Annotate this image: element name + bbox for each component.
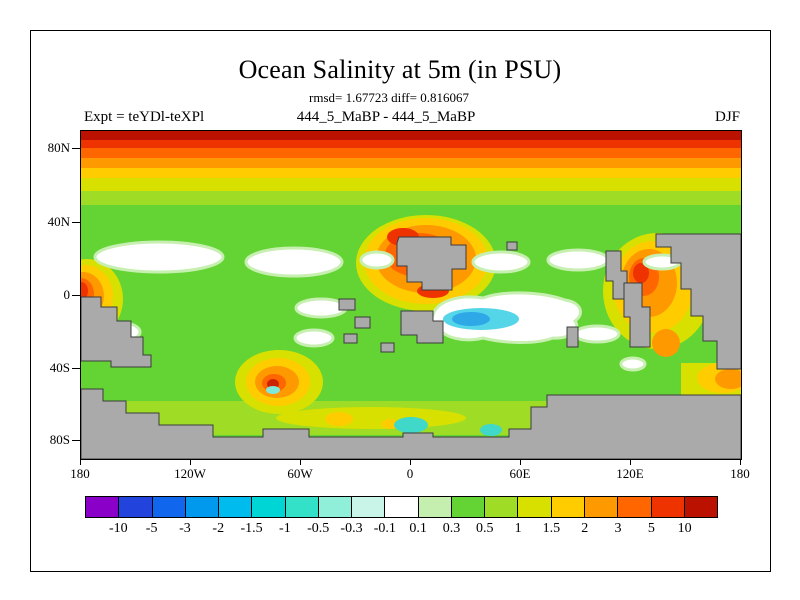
colorbar-cell — [517, 496, 552, 518]
y-tick-mark — [72, 440, 80, 441]
colorbar-tick-label: -1.5 — [240, 521, 263, 536]
map-plot — [80, 130, 742, 460]
land-central-block — [400, 310, 444, 344]
land-island-b — [623, 282, 651, 348]
colorbar-cell — [384, 496, 419, 518]
colorbar-tick-label: -5 — [145, 521, 158, 536]
colorbar-cell — [351, 496, 386, 518]
colorbar-cell — [317, 496, 353, 518]
x-tick-mark — [190, 459, 191, 465]
land-islet — [354, 316, 371, 329]
land-islet — [566, 326, 579, 348]
x-tick-mark — [410, 459, 411, 465]
x-tick-label: 180 — [730, 466, 750, 481]
colorbar-cell — [151, 496, 186, 518]
land-east-asia — [655, 233, 741, 370]
x-tick-label: 180 — [70, 466, 90, 481]
x-tick-label: 0 — [406, 466, 414, 481]
y-tick-label: 0 — [63, 287, 71, 302]
land-islet — [338, 298, 356, 311]
colorbar-cell — [550, 496, 585, 518]
colorbar-cell — [450, 496, 486, 518]
colorbar-tick-label: 1 — [514, 521, 522, 536]
x-tick-label: 60W — [287, 466, 313, 481]
colorbar — [85, 496, 719, 518]
season-label: DJF — [714, 109, 740, 125]
colorbar-cell — [85, 496, 120, 518]
land-islet — [380, 342, 395, 353]
x-tick-mark — [80, 459, 81, 465]
colorbar-tick-label: 0.3 — [442, 521, 461, 536]
x-tick-mark — [520, 459, 521, 465]
x-tick-mark — [300, 459, 301, 465]
stats-line: rmsd= 1.67723 diff= 0.816067 — [309, 90, 469, 105]
colorbar-cell — [417, 496, 452, 518]
x-tick-label: 120W — [174, 466, 206, 481]
colorbar-tick-label: 1.5 — [542, 521, 561, 536]
y-tick-mark — [72, 222, 80, 223]
colorbar-tick-label: 10 — [677, 521, 692, 536]
y-tick-mark — [72, 295, 80, 296]
colorbar-tick-label: -0.1 — [373, 521, 396, 536]
colorbar-labels: -10 -5 -3 -2 -1.5 -1 -0.5 -0.3 -0.1 0.1 0.3 0.5 1 1.5… — [85, 521, 718, 539]
colorbar-cell — [284, 496, 319, 518]
land-north-africa — [396, 236, 467, 291]
negative-anomaly-patches — [266, 308, 519, 436]
colorbar-cell — [218, 496, 253, 518]
x-tick-mark — [740, 459, 741, 465]
colorbar-tick-label: -10 — [108, 521, 128, 536]
land-islet — [343, 333, 358, 344]
colorbar-tick-label: -3 — [179, 521, 191, 536]
x-tick-label: 60E — [509, 466, 531, 481]
colorbar-tick-label: -2 — [212, 521, 225, 536]
colorbar-cell — [583, 496, 619, 518]
colorbar-tick-label: 5 — [647, 521, 655, 536]
colorbar-tick-label: 0.1 — [409, 521, 427, 536]
colorbar-cell — [683, 496, 719, 518]
plot-title: Ocean Salinity at 5m (in PSU) — [238, 55, 562, 84]
colorbar-cell — [251, 496, 286, 518]
y-tick-label: 40S — [49, 360, 70, 375]
experiment-label: Expt = teYDl-teXPl — [84, 109, 205, 125]
land-antarctica — [81, 388, 741, 459]
y-tick-label: 40N — [47, 214, 70, 229]
colorbar-cell — [650, 496, 685, 518]
colorbar-tick-label: -1 — [279, 521, 291, 536]
land-west-edge — [81, 296, 152, 368]
y-tick-mark — [72, 368, 80, 369]
land-small-sea — [506, 241, 518, 251]
colorbar-tick-label: -0.3 — [340, 521, 363, 536]
comparison-label: 444_5_MaBP - 444_5_MaBP — [296, 109, 476, 125]
y-tick-mark — [72, 148, 80, 149]
colorbar-cell — [184, 496, 220, 518]
colorbar-cell — [118, 496, 153, 518]
y-tick-label: 80N — [47, 140, 70, 155]
land-masses — [81, 233, 741, 459]
colorbar-tick-label: 0.5 — [476, 521, 494, 536]
x-tick-label: 120E — [616, 466, 644, 481]
x-tick-mark — [630, 459, 631, 465]
colorbar-tick-label: 2 — [581, 521, 589, 536]
colorbar-tick-label: 3 — [614, 521, 622, 536]
y-tick-label: 80S — [49, 432, 70, 447]
salinity-difference-map — [81, 131, 741, 459]
colorbar-cell — [617, 496, 652, 518]
colorbar-cell — [484, 496, 519, 518]
colorbar-tick-label: -0.5 — [307, 521, 330, 536]
